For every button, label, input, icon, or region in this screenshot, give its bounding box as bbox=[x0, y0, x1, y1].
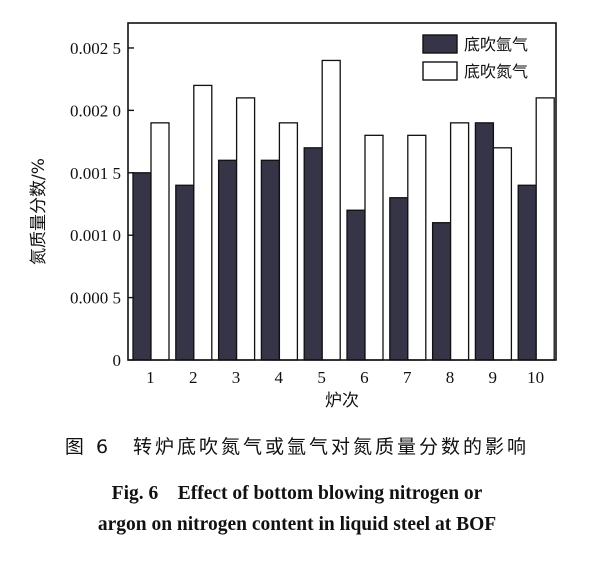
y-tick-label: 0.001 5 bbox=[70, 164, 121, 183]
x-tick-label: 6 bbox=[360, 368, 369, 387]
y-axis-title: 氮质量分数/% bbox=[29, 158, 49, 265]
legend-label-argon: 底吹氩气 bbox=[464, 35, 528, 54]
bar-series-1-3 bbox=[217, 159, 238, 361]
x-tick-label: 4 bbox=[275, 368, 284, 387]
x-tick-label: 7 bbox=[403, 368, 412, 387]
x-tick-label: 1 bbox=[146, 368, 155, 387]
figure-caption-chinese: 图 6 转炉底吹氮气或氩气对氮质量分数的影响 bbox=[64, 436, 530, 458]
bar-series-2-10 bbox=[535, 97, 555, 361]
figure-caption-english-line-1: Fig. 6 Effect of bottom blowing nitrogen… bbox=[111, 483, 483, 504]
bar-series-1-1 bbox=[132, 172, 152, 361]
bar-series-2-7 bbox=[407, 134, 427, 361]
x-tick-label: 8 bbox=[446, 368, 455, 387]
y-tick-label: 0.001 0 bbox=[70, 226, 121, 245]
legend-swatch-argon bbox=[422, 34, 458, 54]
x-tick-label: 2 bbox=[189, 368, 198, 387]
x-tick-label: 5 bbox=[317, 368, 326, 387]
x-tick-label: 9 bbox=[489, 368, 498, 387]
legend-swatch-nitrogen bbox=[422, 61, 458, 81]
bar-series-2-8 bbox=[449, 122, 470, 361]
nitrogen-content-bar-chart: 0 0.000 5 0.001 0 0.001 5 0.002 0 0.002 5 1 2 3… bbox=[29, 22, 557, 411]
y-tick-label: 0.000 5 bbox=[70, 289, 121, 308]
bar-series-2-6 bbox=[364, 134, 384, 361]
x-axis-ticks: 1 2 3 4 5 6 7 8 9 10 bbox=[146, 368, 544, 387]
y-tick-label: 0 bbox=[113, 351, 122, 370]
x-tick-label: 3 bbox=[232, 368, 241, 387]
bar-series-1-10 bbox=[517, 184, 537, 361]
legend: 底吹氩气 底吹氮气 bbox=[422, 34, 528, 81]
x-axis-title: 炉次 bbox=[325, 391, 359, 411]
bar-series-1-7 bbox=[389, 197, 409, 361]
y-tick-label: 0.002 0 bbox=[70, 101, 121, 120]
plot-frame bbox=[127, 22, 557, 361]
legend-label-nitrogen: 底吹氮气 bbox=[464, 62, 528, 81]
y-tick-label: 0.002 5 bbox=[70, 39, 121, 58]
bar-series-2-5 bbox=[321, 59, 341, 361]
bar-series-1-4 bbox=[260, 159, 281, 361]
bar-series-2-9 bbox=[492, 147, 513, 361]
bar-series-1-6 bbox=[346, 209, 366, 361]
figure-caption-english-line-2: argon on nitrogen content in liquid stee… bbox=[97, 514, 497, 535]
bar-series-2-2 bbox=[193, 84, 213, 361]
bar-series-1-5 bbox=[303, 147, 323, 361]
bars-layer bbox=[132, 59, 555, 361]
bar-series-1-9 bbox=[474, 122, 495, 361]
bar-series-2-3 bbox=[235, 97, 256, 361]
bar-series-2-4 bbox=[278, 122, 299, 361]
y-axis-ticks: 0 0.000 5 0.001 0 0.001 5 0.002 0 0.002 5 bbox=[70, 39, 134, 370]
bar-series-1-8 bbox=[431, 222, 452, 361]
x-tick-label: 10 bbox=[527, 368, 544, 387]
bar-series-1-2 bbox=[175, 184, 195, 361]
bar-series-2-1 bbox=[150, 122, 170, 361]
